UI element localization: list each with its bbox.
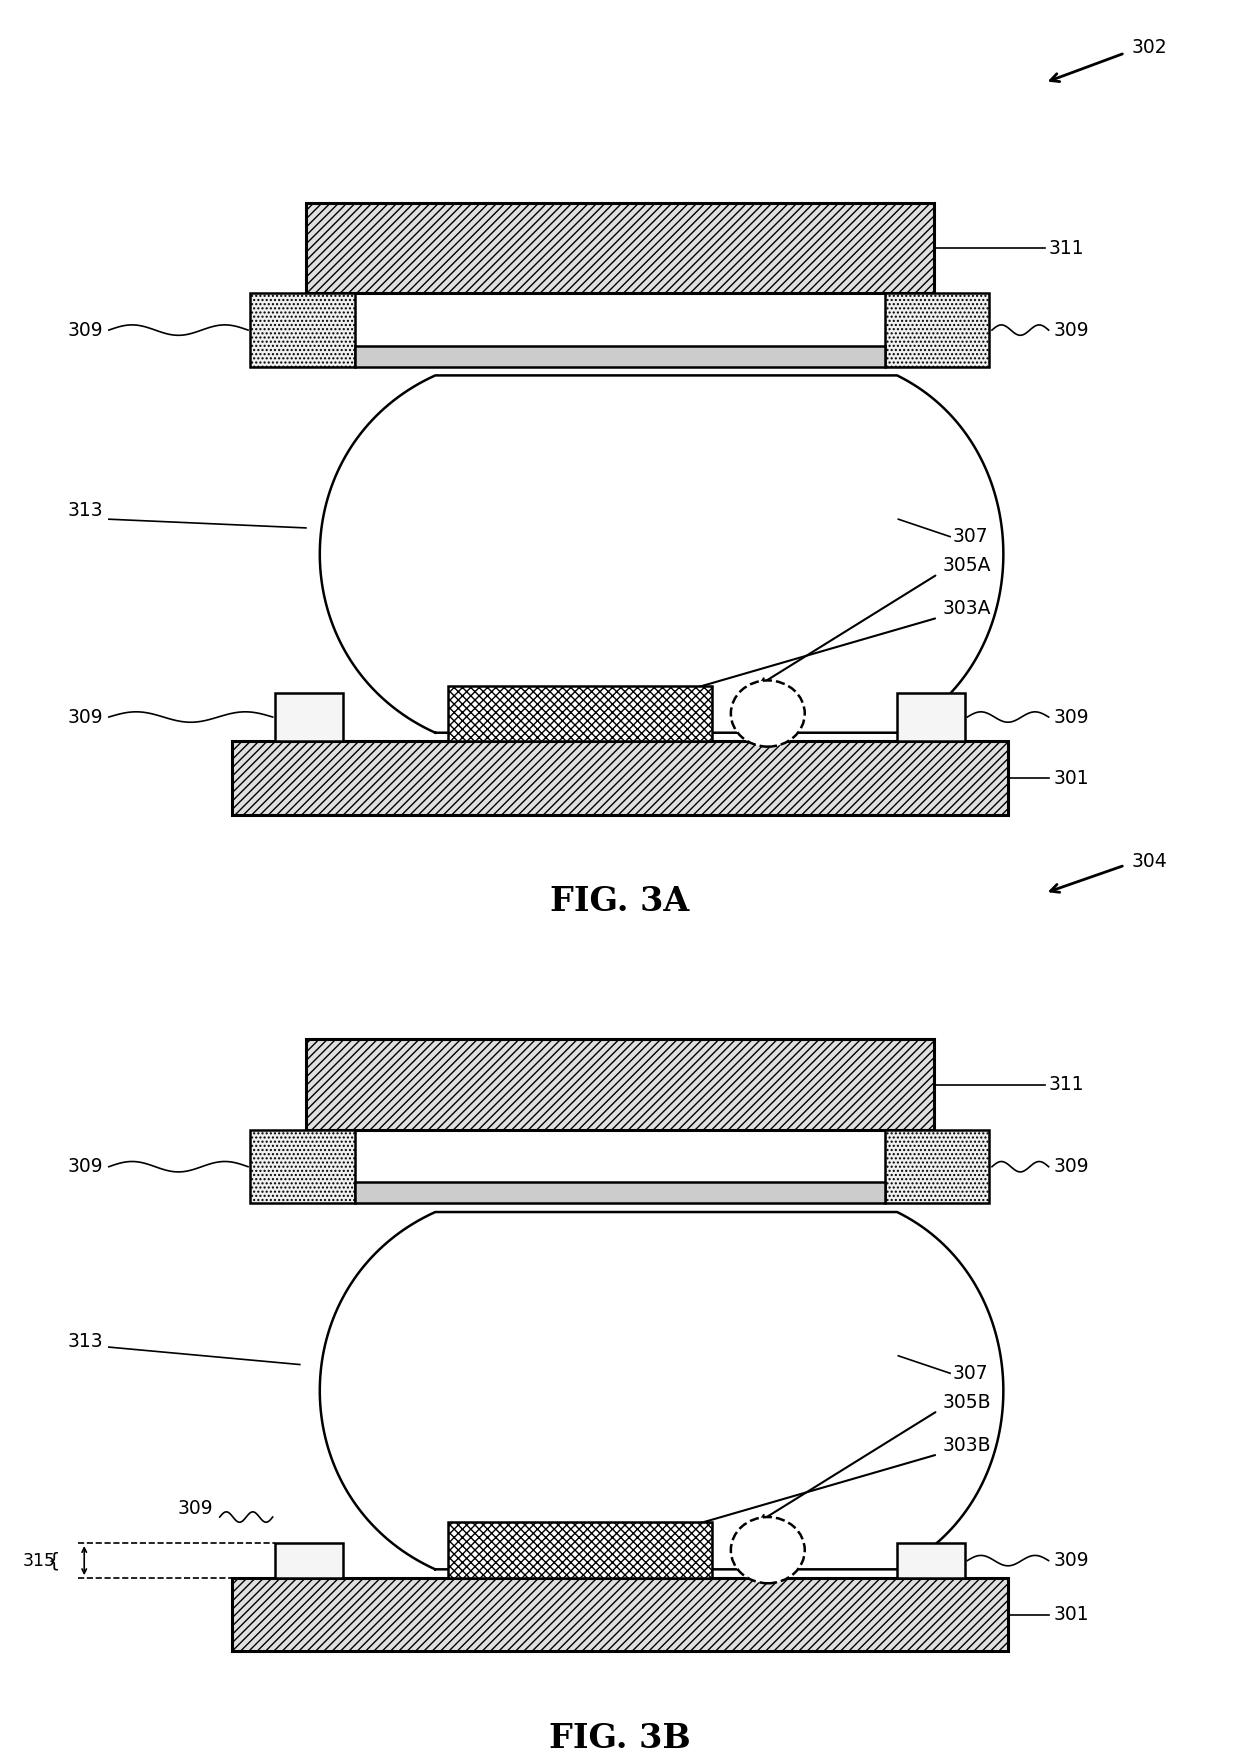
Text: 303A: 303A xyxy=(942,599,991,618)
Text: 311: 311 xyxy=(1049,1076,1084,1094)
Text: 315: 315 xyxy=(22,1551,56,1569)
Bar xyxy=(355,1182,885,1203)
Text: 309: 309 xyxy=(67,1157,103,1176)
Text: 313: 313 xyxy=(67,1333,103,1351)
Ellipse shape xyxy=(730,1516,805,1583)
Text: 301: 301 xyxy=(1054,768,1089,787)
Bar xyxy=(250,1131,355,1203)
Bar xyxy=(250,294,355,366)
Ellipse shape xyxy=(730,680,805,747)
Text: 309: 309 xyxy=(1054,708,1089,727)
Text: FIG. 3B: FIG. 3B xyxy=(549,1722,691,1756)
Text: 309: 309 xyxy=(1054,1551,1089,1571)
Text: {: { xyxy=(47,1551,60,1571)
Text: 304: 304 xyxy=(1131,852,1167,872)
Text: FIG. 3A: FIG. 3A xyxy=(551,886,689,917)
Bar xyxy=(885,294,990,366)
Bar xyxy=(897,692,965,741)
Text: 309: 309 xyxy=(67,708,103,727)
Text: 307: 307 xyxy=(952,1363,988,1382)
Polygon shape xyxy=(320,1212,1003,1569)
Text: 309: 309 xyxy=(177,1499,213,1518)
Text: 302: 302 xyxy=(1131,39,1167,58)
Text: 305A: 305A xyxy=(942,556,991,574)
Text: 309: 309 xyxy=(1054,321,1089,340)
Bar xyxy=(897,1543,965,1578)
Text: 313: 313 xyxy=(67,500,103,519)
Text: 307: 307 xyxy=(952,527,988,546)
Polygon shape xyxy=(320,375,1003,733)
Bar xyxy=(448,685,712,741)
Text: 309: 309 xyxy=(67,321,103,340)
Bar xyxy=(232,1578,1008,1652)
Text: 301: 301 xyxy=(1054,1604,1089,1624)
Bar xyxy=(355,345,885,366)
Text: 305B: 305B xyxy=(942,1393,991,1412)
Bar xyxy=(275,1543,343,1578)
Text: 309: 309 xyxy=(1054,1157,1089,1176)
Bar xyxy=(275,692,343,741)
Bar xyxy=(232,741,1008,815)
Bar xyxy=(306,203,934,294)
Text: 303B: 303B xyxy=(942,1435,991,1455)
Bar xyxy=(885,1131,990,1203)
Text: 311: 311 xyxy=(1049,239,1084,257)
Bar xyxy=(448,1522,712,1578)
Bar xyxy=(306,1039,934,1131)
